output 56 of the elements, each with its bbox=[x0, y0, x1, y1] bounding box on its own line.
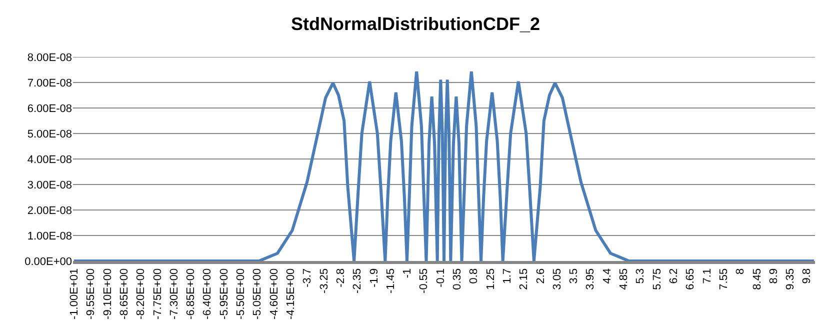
x-tick-label: -1.45 bbox=[384, 268, 397, 294]
x-tick-label: -6.85E+00 bbox=[185, 268, 198, 320]
y-tick-label: 0.00E+00 bbox=[24, 256, 72, 268]
x-tick-label: 2.15 bbox=[518, 268, 530, 290]
x-tick-label: -2.35 bbox=[352, 268, 364, 294]
x-tick-label: -2.8 bbox=[334, 268, 347, 288]
x-tick-label: 4.4 bbox=[601, 268, 614, 284]
y-tick-label: 3.00E-08 bbox=[27, 179, 72, 192]
x-tick-label: -5.95E+00 bbox=[218, 268, 230, 320]
x-tick-label: 5.3 bbox=[634, 268, 647, 284]
x-tick-label: -5.50E+00 bbox=[235, 268, 248, 320]
x-tick-label: 7.1 bbox=[701, 268, 714, 284]
x-tick-label: -9.55E+00 bbox=[85, 268, 98, 320]
line-series bbox=[73, 70, 815, 261]
x-tick-label: -8.65E+00 bbox=[118, 268, 130, 320]
x-tick-label: 8 bbox=[734, 268, 747, 275]
x-tick-label: -0.55 bbox=[418, 268, 430, 294]
y-tick-label: 5.00E-08 bbox=[27, 128, 72, 140]
x-tick-label: -1.00E+01 bbox=[68, 268, 81, 320]
y-tick-label: 7.00E-08 bbox=[27, 77, 72, 90]
x-tick-label: -3.7 bbox=[302, 268, 314, 288]
x-tick-label: 1.7 bbox=[501, 268, 514, 284]
x-tick-label: 8.9 bbox=[768, 268, 780, 284]
x-tick-label: -4.60E+00 bbox=[268, 268, 280, 320]
x-tick-label: 1.25 bbox=[484, 268, 497, 290]
x-tick-label: -5.05E+00 bbox=[252, 268, 264, 320]
x-tick-label: -1.9 bbox=[368, 268, 380, 288]
x-tick-label: 6.2 bbox=[668, 268, 680, 284]
x-tick-label: 7.55 bbox=[718, 268, 730, 290]
y-tick-label: 4.00E-08 bbox=[27, 154, 72, 166]
x-tick-label: 3.95 bbox=[584, 268, 597, 290]
x-tick-label: -6.40E+00 bbox=[202, 268, 214, 320]
x-tick-label: -0.1 bbox=[434, 268, 447, 288]
x-tick-label: -7.30E+00 bbox=[168, 268, 180, 320]
x-tick-label: 5.75 bbox=[651, 268, 664, 290]
y-tick-label: 6.00E-08 bbox=[27, 102, 72, 115]
x-tick-label: 2.6 bbox=[534, 268, 547, 284]
x-tick-label: 3.05 bbox=[551, 268, 564, 290]
x-tick-label: -9.10E+00 bbox=[102, 268, 114, 320]
y-tick-label: 1.00E-08 bbox=[27, 230, 72, 242]
x-tick-label: 8.45 bbox=[751, 268, 764, 290]
x-tick-label: 0.8 bbox=[468, 268, 480, 284]
x-tick-label: 9.8 bbox=[801, 268, 814, 284]
x-tick-label: 6.65 bbox=[684, 268, 697, 290]
x-tick-label: -3.25 bbox=[318, 268, 330, 294]
x-tick-label: -7.75E+00 bbox=[152, 268, 164, 320]
y-tick-label: 2.00E-08 bbox=[27, 204, 72, 217]
x-tick-label: 3.5 bbox=[568, 268, 580, 284]
x-tick-label: -4.15E+00 bbox=[284, 268, 297, 320]
x-tick-label: 9.35 bbox=[784, 268, 797, 290]
chart-title: StdNormalDistributionCDF_2 bbox=[290, 14, 540, 34]
x-tick-label: 4.85 bbox=[618, 268, 630, 290]
x-tick-label: -1 bbox=[402, 268, 414, 278]
x-tick-label: -8.20E+00 bbox=[135, 268, 148, 320]
x-tick-label: 0.35 bbox=[452, 268, 464, 290]
y-tick-label: 8.00E-08 bbox=[27, 52, 72, 64]
